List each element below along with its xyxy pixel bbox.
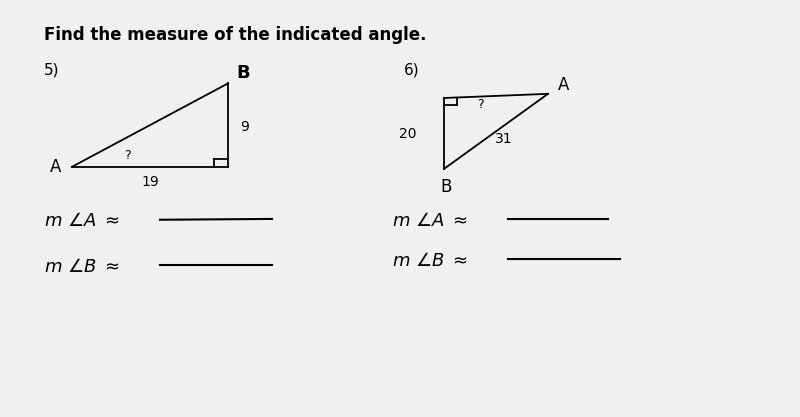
Text: ?: ? [124, 149, 130, 162]
Text: A: A [50, 158, 61, 176]
Text: B: B [440, 178, 451, 196]
Text: ?: ? [478, 98, 484, 111]
Text: m $\angle$B $\approx$: m $\angle$B $\approx$ [392, 251, 468, 270]
Text: 19: 19 [142, 175, 159, 188]
Text: B: B [236, 64, 250, 83]
Text: 5): 5) [44, 62, 59, 77]
Text: m $\angle$B $\approx$: m $\angle$B $\approx$ [44, 258, 120, 276]
Text: Find the measure of the indicated angle.: Find the measure of the indicated angle. [44, 26, 426, 44]
Text: A: A [558, 76, 569, 95]
Text: 9: 9 [240, 120, 249, 134]
Text: m $\angle$A $\approx$: m $\angle$A $\approx$ [44, 212, 120, 230]
Text: 31: 31 [495, 132, 513, 146]
Text: 20: 20 [399, 127, 417, 141]
Text: 6): 6) [404, 62, 420, 77]
Text: m $\angle$A $\approx$: m $\angle$A $\approx$ [392, 212, 468, 230]
